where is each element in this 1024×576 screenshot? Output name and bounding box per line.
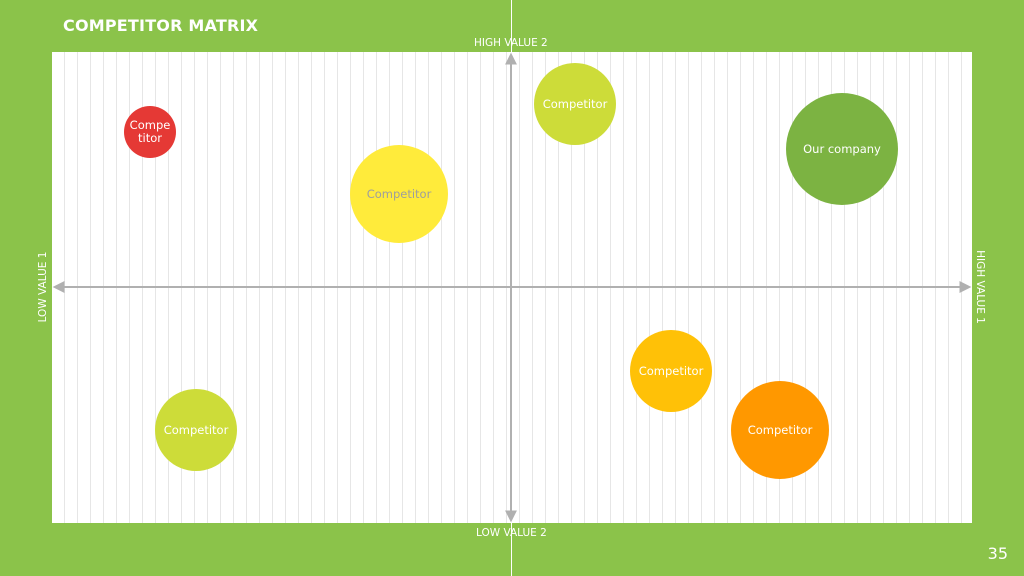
competitor-bubble-orange: Competitor [731, 381, 829, 479]
our-company-bubble: Our company [786, 93, 898, 205]
axis-label-low-value-2: LOW VALUE 2 [476, 527, 547, 539]
bubble-label: Competitor [366, 186, 432, 201]
bubble-label: Competitor [163, 422, 229, 437]
competitor-bubble-amber: Competitor [630, 330, 712, 412]
slide-title: COMPETITOR MATRIX [63, 16, 259, 35]
axis-label-high-value-2: HIGH VALUE 2 [474, 37, 548, 49]
competitor-bubble-lime-top: Competitor [534, 63, 616, 145]
bubble-label: Competitor [129, 118, 171, 145]
page-number: 35 [987, 544, 1008, 563]
competitor-bubble-yellow: Competitor [350, 145, 448, 243]
axis-label-high-value-1: HIGH VALUE 1 [974, 250, 986, 324]
bubble-label: Competitor [638, 363, 704, 378]
competitor-bubble-red: Competitor [124, 106, 176, 158]
bubble-label: Our company [803, 141, 881, 156]
competitor-bubble-lime-bottom: Competitor [155, 389, 237, 471]
axis-label-low-value-1: LOW VALUE 1 [37, 251, 49, 323]
bubble-label: Competitor [542, 96, 608, 111]
bubble-label: Competitor [747, 422, 813, 437]
